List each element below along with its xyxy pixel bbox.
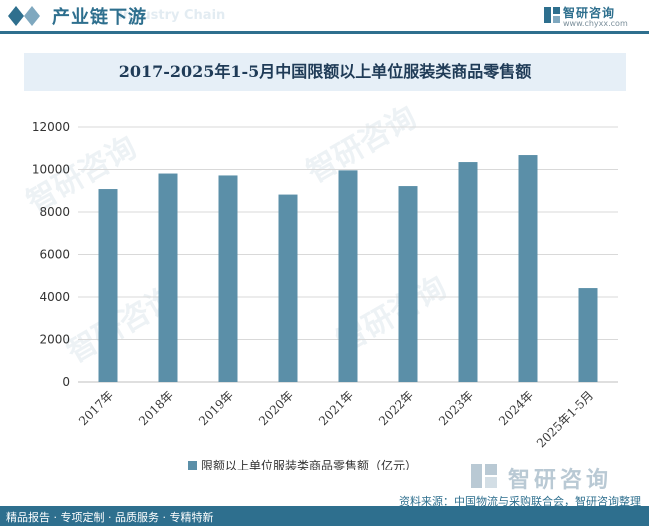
bar <box>218 175 238 382</box>
bar-layer <box>98 155 598 382</box>
bar <box>98 189 118 382</box>
legend-swatch <box>188 461 197 470</box>
header-ghost-text: Industry Chain <box>118 8 226 23</box>
bar <box>338 170 358 382</box>
x-tick-label: 2019年 <box>196 388 236 428</box>
x-tick-label: 2025年1-5月 <box>534 388 596 450</box>
brand-name: 智研咨询 <box>563 6 616 20</box>
footer-bar: 精品报告 · 专项定制 · 品质服务 · 专精特新 <box>0 506 649 526</box>
diamond-icon <box>8 6 40 26</box>
y-tick-label: 10000 <box>32 163 70 177</box>
section-title: 产业链下游 <box>52 7 147 28</box>
header-divider <box>0 31 649 34</box>
y-tick-layer: 0 2000 4000 6000 8000 10000 12000 <box>32 120 70 389</box>
logo-icon <box>471 464 497 488</box>
bar <box>458 162 478 382</box>
y-tick-label: 6000 <box>39 248 70 262</box>
x-tick-label: 2021年 <box>316 388 356 428</box>
chart-title-box: 2017-2025年1-5月中国限额以上单位服装类商品零售额 <box>24 53 626 91</box>
company-logo: 智研咨询 <box>470 461 640 493</box>
brand-block: 智研咨询 www.chyxx.com <box>541 4 641 30</box>
legend-label: 限额以上单位服装类商品零售额（亿元） <box>201 458 417 470</box>
y-tick-label: 0 <box>62 375 70 389</box>
y-tick-label: 12000 <box>32 120 70 134</box>
source-note: 资料来源：中国物流与采购联合会，智研咨询整理 <box>399 495 641 508</box>
footer-tagline: 精品报告 · 专项定制 · 品质服务 · 专精特新 <box>6 511 214 524</box>
bar <box>398 186 418 382</box>
bar <box>278 194 298 382</box>
y-tick-label: 4000 <box>39 290 70 304</box>
x-tick-label: 2024年 <box>496 388 536 428</box>
x-tick-label: 2017年 <box>76 388 116 428</box>
bar <box>158 173 178 382</box>
y-tick-label: 2000 <box>39 333 70 347</box>
x-tick-label: 2023年 <box>436 388 476 428</box>
x-tick-label: 2018年 <box>136 388 176 428</box>
brand-logo-icon <box>544 7 560 23</box>
chart-title: 2017-2025年1-5月中国限额以上单位服装类商品零售额 <box>118 62 532 81</box>
y-tick-label: 8000 <box>39 205 70 219</box>
bar <box>518 155 538 382</box>
brand-url: www.chyxx.com <box>563 19 628 28</box>
legend: 限额以上单位服装类商品零售额（亿元） <box>188 458 417 470</box>
x-tick-layer: 2017年 2018年 2019年 2020年 2021年 2022年 2023年 2024年… <box>76 388 596 450</box>
x-tick-label: 2020年 <box>256 388 296 428</box>
section-header: Industry Chain 产业链下游 智研咨询 www.chyxx.com <box>0 0 649 34</box>
logo-text: 智研咨询 <box>508 468 613 493</box>
bar <box>578 288 598 382</box>
x-tick-label: 2022年 <box>376 388 416 428</box>
